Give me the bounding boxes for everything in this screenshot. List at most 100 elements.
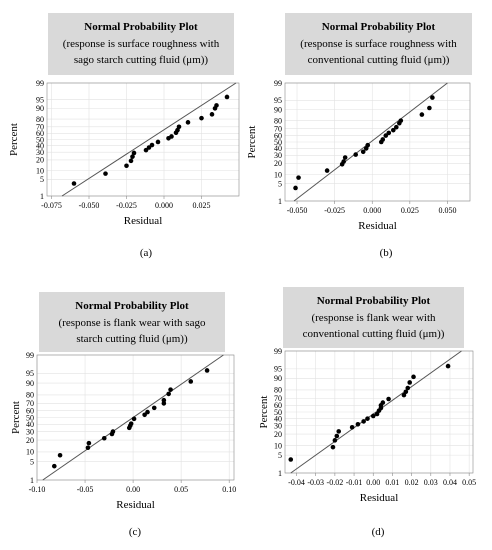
y-tick-label: 60: [36, 129, 44, 138]
data-point: [85, 445, 91, 451]
data-point: [342, 155, 348, 160]
data-point: [334, 433, 340, 439]
y-tick-label: 1: [278, 469, 282, 478]
y-tick-label: 70: [274, 125, 282, 134]
data-point: [407, 380, 412, 385]
data-point: [401, 392, 407, 398]
y-axis-label: Percent: [258, 396, 270, 429]
data-point: [403, 389, 409, 395]
y-tick-label: 70: [26, 399, 34, 408]
y-tick-label: 50: [26, 413, 34, 422]
plot-frame: [284, 82, 471, 202]
plot-frame: [284, 350, 474, 474]
y-tick-label: 20: [26, 436, 34, 445]
data-point: [341, 159, 346, 164]
data-point: [430, 95, 435, 100]
data-point: [204, 368, 210, 373]
y-tick-label: 90: [36, 104, 44, 113]
x-tick-label: 0.05: [462, 478, 476, 487]
y-tick-label: 70: [36, 123, 44, 132]
y-tick-label: 30: [36, 148, 44, 157]
y-tick-label: 1: [40, 192, 44, 201]
chart-panel-a: Normal Probability Plot (response is surf…: [8, 13, 240, 259]
data-point: [353, 152, 358, 157]
data-point: [149, 142, 155, 148]
title-box: [283, 287, 464, 348]
y-tick-label: 40: [274, 414, 282, 423]
data-point: [131, 150, 137, 156]
y-tick-label: 90: [274, 374, 282, 383]
data-point: [296, 175, 301, 180]
data-point: [86, 440, 92, 446]
data-point: [349, 424, 355, 430]
data-point: [293, 185, 298, 191]
data-point: [355, 421, 361, 427]
chart-subtitle-line: conventional cutting fluid (μm)): [303, 328, 445, 340]
x-tick-label: 0.04: [443, 478, 457, 487]
y-tick-label: 30: [274, 151, 282, 160]
y-tick-label: 80: [274, 386, 282, 395]
chart-title: Normal Probability Plot: [317, 295, 431, 307]
y-axis-label: Percent: [10, 401, 22, 434]
y-tick-label: 95: [26, 369, 34, 378]
data-point: [168, 387, 173, 392]
chart-title: Normal Probability Plot: [75, 300, 189, 312]
chart-subtitle-line: (response is surface roughness with: [63, 38, 220, 50]
y-tick-label: 40: [274, 144, 282, 153]
data-point: [386, 396, 391, 402]
data-point: [199, 115, 204, 121]
y-tick-label: 40: [36, 141, 44, 150]
data-point: [103, 171, 108, 176]
data-point: [146, 145, 152, 150]
data-point: [380, 137, 386, 142]
y-tick-label: 95: [274, 96, 282, 105]
data-point: [131, 416, 137, 422]
x-tick-label: 0.00: [126, 485, 140, 494]
y-axis-label: Percent: [8, 123, 20, 156]
data-point: [411, 374, 416, 380]
data-point: [288, 457, 294, 462]
data-point: [224, 94, 230, 100]
title-box: [48, 13, 234, 75]
x-axis-label: Residual: [360, 492, 399, 504]
x-tick-label: -0.025: [324, 206, 345, 215]
title-box: [285, 13, 472, 75]
chart-title: Normal Probability Plot: [322, 21, 436, 33]
y-tick-label: 99: [36, 79, 44, 88]
data-point: [71, 181, 77, 186]
plot-frame: [46, 82, 240, 197]
y-tick-label: 99: [26, 351, 34, 360]
data-point: [151, 405, 157, 411]
data-point: [128, 421, 134, 426]
y-tick-label: 50: [36, 135, 44, 144]
data-point: [370, 413, 376, 419]
data-point: [145, 409, 150, 415]
chart-subtitle-line: sago starch cutting fluid (μm)): [74, 54, 209, 66]
y-tick-label: 1: [30, 476, 34, 485]
y-tick-label: 95: [36, 95, 44, 104]
data-point: [169, 134, 174, 139]
data-point: [51, 463, 57, 469]
y-tick-label: 60: [26, 406, 34, 415]
data-point: [101, 435, 107, 441]
y-tick-label: 80: [36, 115, 44, 124]
x-tick-label: -0.05: [77, 485, 94, 494]
x-tick-label: -0.01: [346, 478, 363, 487]
fit-line: [293, 82, 448, 202]
y-tick-label: 60: [274, 131, 282, 140]
y-tick-label: 90: [274, 105, 282, 114]
data-point: [143, 147, 149, 153]
y-tick-label: 10: [36, 166, 44, 175]
data-point: [383, 133, 389, 138]
chart-subtitle-line: (response is surface roughness with: [300, 38, 457, 50]
data-point: [124, 163, 129, 169]
chart-panel-c: Normal Probability Plot (response is flan…: [10, 292, 236, 538]
y-tick-label: 5: [30, 457, 34, 466]
x-tick-label: -0.03: [307, 478, 324, 487]
data-point: [365, 416, 370, 421]
y-tick-label: 30: [274, 422, 282, 431]
x-tick-label: 0.025: [401, 206, 419, 215]
y-tick-label: 50: [274, 408, 282, 417]
data-point: [360, 149, 366, 155]
